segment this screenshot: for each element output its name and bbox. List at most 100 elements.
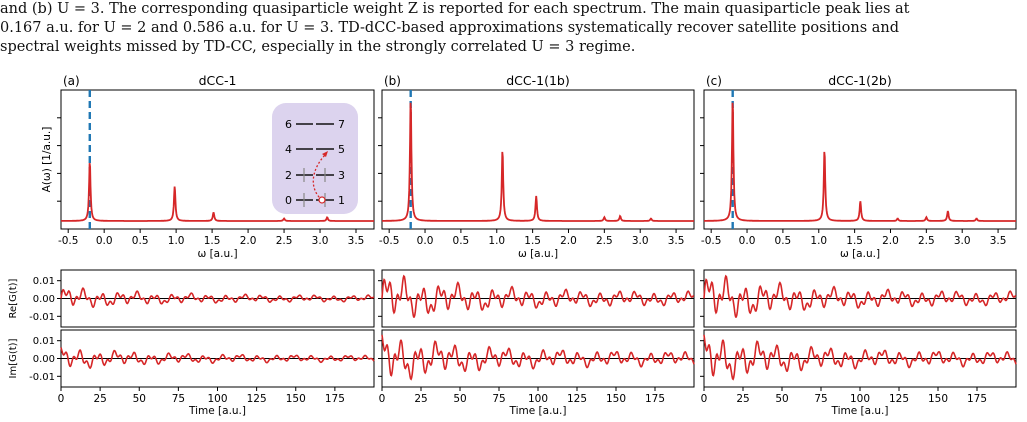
y-axis-label: A(ω) [1/a.u.]	[41, 127, 53, 193]
x-tick-label: 3.0	[632, 235, 649, 247]
caption-line-1: and (b) U = 3. The corresponding quasipa…	[0, 1, 910, 17]
x-tick-label: 0.5	[453, 235, 470, 247]
x-tick-label: 3.5	[990, 235, 1007, 247]
spectrum-frame	[703, 89, 1017, 230]
x-tick-label: 2.5	[596, 235, 613, 247]
x-tick-label: 100	[850, 393, 870, 405]
x-tick-label: 1.0	[168, 235, 185, 247]
spectrum-frame	[60, 89, 375, 230]
level-label-right: 1	[338, 194, 345, 207]
level-label-left: 4	[285, 143, 292, 156]
x-tick-label: 50	[775, 393, 788, 405]
y-tick-label: 0.01	[33, 336, 55, 347]
x-tick-label: 3.5	[348, 235, 365, 247]
caption-line-3: spectral weights missed by TD-CC, especi…	[0, 39, 636, 55]
level-label-left: 0	[285, 194, 292, 207]
x-tick-label: 0	[379, 393, 386, 405]
x-tick-label: 1.5	[846, 235, 863, 247]
x-tick-label: 0.5	[132, 235, 149, 247]
x-axis-label: Time [a.u.]	[188, 405, 246, 417]
x-tick-label: 25	[414, 393, 427, 405]
y-tick-label: -0.01	[29, 372, 55, 383]
y-tick-label: 0.01	[33, 276, 55, 287]
x-axis-label: ω [a.u.]	[197, 248, 237, 260]
level-label-right: 7	[338, 118, 345, 131]
x-tick-label: 125	[567, 393, 587, 405]
x-tick-label: 75	[492, 393, 505, 405]
y-tick-label: 0.00	[33, 294, 55, 305]
y-axis-label-im: Im[G(t)]	[8, 338, 19, 378]
x-tick-label: 175	[645, 393, 665, 405]
panel-label: (a)	[63, 74, 80, 88]
level-label-right: 5	[338, 143, 345, 156]
x-tick-label: 0	[58, 393, 65, 405]
x-tick-label: 100	[207, 393, 227, 405]
x-tick-label: 0.0	[739, 235, 756, 247]
spectrum-panel-a: (a) dCC-1 -0.5 0.0 0.5 1.0 1.5 2.0 2.5 3.0 3.5 ω [a…	[41, 73, 375, 260]
x-tick-label: 1.0	[488, 235, 505, 247]
x-tick-label: 100	[528, 393, 548, 405]
x-tick-label: 0.0	[417, 235, 434, 247]
x-tick-label: 2.0	[560, 235, 577, 247]
x-tick-label: 25	[736, 393, 749, 405]
x-tick-label: 125	[247, 393, 267, 405]
x-tick-label: 75	[814, 393, 827, 405]
hole-marker	[318, 196, 326, 204]
x-axis-label: Time [a.u.]	[831, 405, 889, 417]
x-tick-label: 150	[606, 393, 626, 405]
x-tick-label: 150	[286, 393, 306, 405]
spectral-function-curve	[61, 162, 374, 222]
x-tick-label: 125	[889, 393, 909, 405]
x-tick-label: 25	[93, 393, 106, 405]
x-tick-label: 2.0	[882, 235, 899, 247]
panel-title: dCC-1	[199, 73, 237, 88]
inset-background	[272, 103, 358, 214]
time-panel-c: 0 25 50 75 100 125 150 175 Time [a.u.]	[700, 269, 1017, 417]
imag-green-function-curve	[60, 347, 375, 370]
x-tick-label: 0	[701, 393, 708, 405]
x-tick-label: 2.0	[240, 235, 257, 247]
x-axis-label: ω [a.u.]	[840, 248, 880, 260]
x-tick-label: 1.5	[204, 235, 221, 247]
x-tick-label: 50	[453, 393, 466, 405]
x-tick-label: 175	[967, 393, 987, 405]
level-diagram-inset: 6 7 4 5 2 3 0 1	[272, 103, 358, 214]
x-tick-label: 3.0	[954, 235, 971, 247]
real-green-function-curve	[703, 274, 1017, 318]
x-tick-label: -0.5	[58, 235, 79, 247]
x-tick-label: 50	[133, 393, 146, 405]
level-label-left: 6	[285, 118, 292, 131]
x-tick-label: -0.5	[701, 235, 722, 247]
level-label-right: 3	[338, 169, 345, 182]
excitation-arrow	[312, 153, 327, 201]
panel-title: dCC-1(1b)	[506, 73, 570, 88]
level-label-left: 2	[285, 169, 292, 182]
x-tick-label: 3.0	[312, 235, 329, 247]
x-tick-label: -0.5	[379, 235, 400, 247]
x-tick-label: 2.5	[276, 235, 293, 247]
panel-label: (c)	[706, 74, 722, 88]
x-tick-label: 0.0	[96, 235, 113, 247]
y-axis-label-re: Re[G(t)]	[8, 278, 19, 318]
panel-title: dCC-1(2b)	[828, 73, 892, 88]
x-axis-label: ω [a.u.]	[518, 248, 558, 260]
spectrum-panel-c: (c) dCC-1(2b) -0.5 0.0 0.5 1.0 1.5 2.0 2.5 3.0 3.5…	[700, 73, 1017, 260]
caption-line-2: 0.167 a.u. for U = 2 and 0.586 a.u. for …	[0, 20, 900, 36]
real-green-function-curve	[60, 287, 375, 308]
imag-green-function-curve	[381, 334, 695, 381]
real-green-function-curve	[381, 274, 695, 318]
x-tick-label: 150	[928, 393, 948, 405]
figure-caption: and (b) U = 3. The corresponding quasipa…	[0, 0, 1027, 57]
time-panel-a: 0.010.00-0.010.010.00-0.010 25 50 75 100 125 1…	[8, 269, 375, 417]
spectral-function-curve	[382, 102, 694, 222]
spectral-function-curve	[704, 102, 1016, 222]
x-tick-label: 2.5	[918, 235, 935, 247]
panel-label: (b)	[384, 74, 401, 88]
x-tick-label: 0.5	[775, 235, 792, 247]
excitation-arrow-head	[322, 151, 328, 157]
spectrum-frame	[381, 89, 695, 230]
x-tick-label: 1.5	[524, 235, 541, 247]
x-tick-label: 75	[172, 393, 185, 405]
y-tick-label: -0.01	[29, 312, 55, 323]
